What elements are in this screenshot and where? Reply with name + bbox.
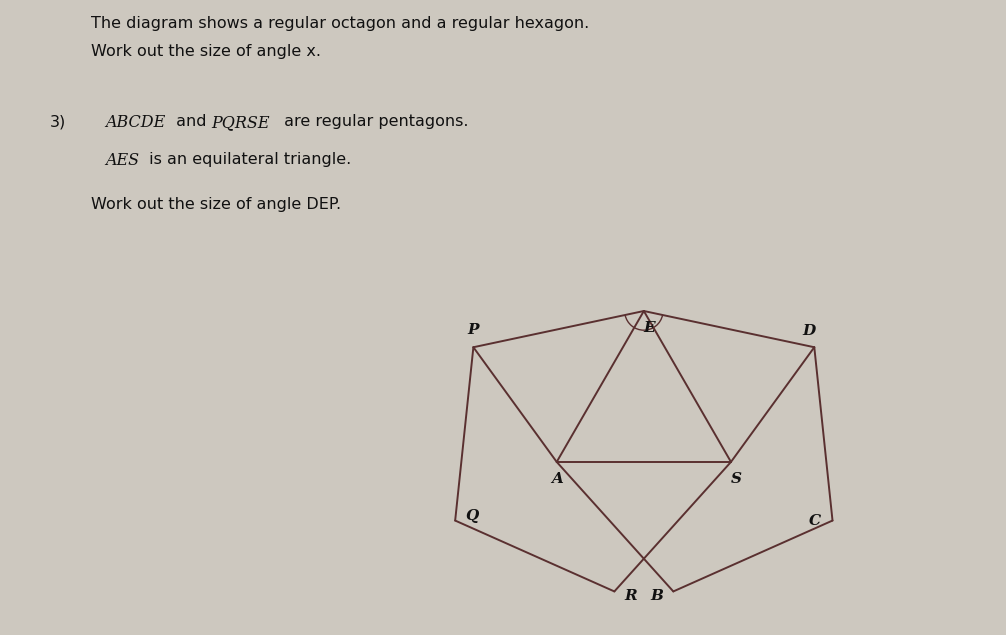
Text: and: and — [171, 114, 211, 130]
Text: R: R — [625, 589, 638, 603]
Text: E: E — [643, 321, 655, 335]
Text: PQRSE: PQRSE — [211, 114, 270, 131]
Text: ABCDE: ABCDE — [106, 114, 166, 131]
Text: D: D — [803, 324, 816, 338]
Text: 3): 3) — [50, 114, 66, 130]
Text: S: S — [730, 472, 741, 486]
Text: B: B — [650, 589, 663, 603]
Text: Work out the size of angle DEP.: Work out the size of angle DEP. — [91, 197, 341, 212]
Text: A: A — [550, 472, 562, 486]
Text: are regular pentagons.: are regular pentagons. — [279, 114, 468, 130]
Text: Q: Q — [465, 509, 479, 523]
Text: Work out the size of angle x.: Work out the size of angle x. — [91, 44, 321, 60]
Text: The diagram shows a regular octagon and a regular hexagon.: The diagram shows a regular octagon and … — [91, 16, 589, 31]
Text: is an equilateral triangle.: is an equilateral triangle. — [144, 152, 351, 168]
Text: P: P — [468, 323, 479, 337]
Text: C: C — [809, 514, 821, 528]
Text: AES: AES — [106, 152, 140, 170]
